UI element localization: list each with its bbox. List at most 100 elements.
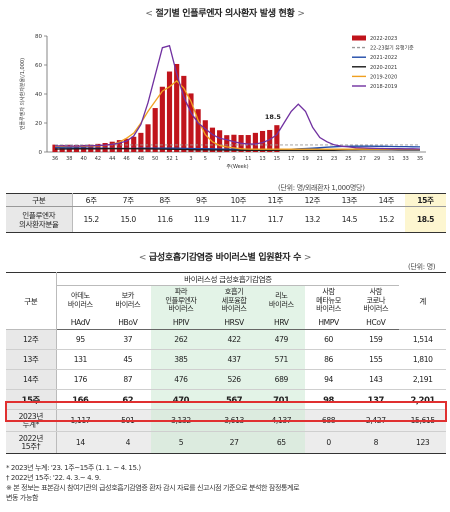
x-tick-label: 40 bbox=[80, 156, 86, 162]
table-row: 12주 95 37 262 422 479 60 159 1,514 bbox=[6, 329, 446, 350]
table-cell: 476 bbox=[151, 369, 211, 390]
rate-value: 18.5 bbox=[404, 206, 446, 233]
table-cell: 137 bbox=[352, 389, 400, 410]
table-cell: 27 bbox=[210, 431, 258, 454]
x-tick-label: 7 bbox=[218, 156, 221, 162]
x-tick-label: 48 bbox=[138, 156, 144, 162]
virus-name-header: 사람 코로나 바이러스 bbox=[363, 287, 389, 313]
x-tick-label: 3 bbox=[189, 156, 192, 162]
table-cell: 37 bbox=[104, 329, 152, 350]
rate-header-week: 13주 bbox=[330, 193, 368, 207]
virus-code-header: HBoV bbox=[104, 315, 152, 330]
x-tick-label: 5 bbox=[204, 156, 207, 162]
y-tick-label: 80 bbox=[35, 34, 42, 40]
bar-2022-2023 bbox=[188, 93, 194, 152]
x-tick-label: 19 bbox=[302, 156, 308, 162]
rate-value: 15.2 bbox=[367, 206, 405, 233]
table-row: 13주 131 45 385 437 571 86 155 1,810 bbox=[6, 349, 446, 370]
footnote-line: * 2023년 누계: '23. 1주~15주 (1. 1. ~ 4. 15.) bbox=[6, 464, 141, 472]
virus-name-header: 보카 바이러스 bbox=[115, 291, 141, 309]
x-tick-label: 52 bbox=[166, 156, 172, 162]
table-cell: 87 bbox=[104, 369, 152, 390]
table-cell: 45 bbox=[104, 349, 152, 370]
bar-2022-2023 bbox=[123, 138, 130, 152]
table-cell: 62 bbox=[104, 389, 152, 410]
virus-table-group: 바이러스성 급성호흡기감염증 bbox=[56, 272, 400, 286]
bar-2022-2023 bbox=[181, 75, 187, 152]
rate-header-gubun: 구분 bbox=[6, 193, 73, 207]
bar-2022-2023 bbox=[231, 134, 237, 152]
rate-header-week: 11주 bbox=[256, 193, 294, 207]
x-tick-label: 9 bbox=[232, 156, 235, 162]
rate-header-week: 12주 bbox=[293, 193, 331, 207]
bar-2022-2023 bbox=[224, 135, 230, 152]
series-line-2020-2021 bbox=[54, 148, 420, 152]
table-cell: 95 bbox=[56, 329, 105, 350]
row-label: 15주 bbox=[6, 389, 57, 410]
legend-swatch bbox=[352, 35, 366, 41]
rate-table: 구분 6주 7주 8주 9주 10주 11주 12주 13주 14주 15주 인플루엔자 의사환자분… bbox=[6, 193, 446, 233]
virus-code-header: HPIV bbox=[151, 315, 211, 330]
rate-header-week: 6주 bbox=[72, 193, 110, 207]
bar-2022-2023 bbox=[267, 129, 273, 152]
footnote-line: † 2022년 15주: '22. 4. 3.~ 4. 9. bbox=[6, 474, 101, 482]
virus-table: 구분 바이러스성 급성호흡기감염증 계 아데노 바이러스 보카 바이러스 파라 인플… bbox=[6, 272, 446, 454]
rate-header-week: 8주 bbox=[146, 193, 184, 207]
series-line-2018-2019 bbox=[55, 44, 421, 150]
table-cell: 385 bbox=[151, 349, 211, 370]
chart-svg: 0 20 40 60 80 인플루엔자 의사환자분율(/1,000) 36 38 40 42 44 4… bbox=[19, 34, 426, 170]
y-tick-label: 60 bbox=[35, 63, 42, 69]
table-cell: 701 bbox=[257, 389, 305, 410]
rate-header-week: 15주 bbox=[404, 193, 446, 207]
table-cell: 123 bbox=[399, 431, 446, 454]
virus-name-header: 호흡기 세포융합 바이러스 bbox=[210, 285, 258, 316]
x-tick-label: 1 bbox=[175, 156, 178, 162]
x-tick-label: 17 bbox=[288, 156, 294, 162]
table-row: 2022년 15주† 14 4 5 27 65 0 8 123 bbox=[6, 431, 446, 454]
virus-code-header: HMPV bbox=[304, 315, 353, 330]
table-cell: 143 bbox=[352, 369, 400, 390]
rate-value: 11.7 bbox=[256, 206, 294, 233]
bar-2022-2023 bbox=[138, 132, 144, 152]
bar-2022-2023 bbox=[52, 144, 58, 152]
rate-table-unit: (단위: 명/외래환자 1,000명당) bbox=[278, 184, 365, 192]
table-cell: 437 bbox=[210, 349, 258, 370]
bar-2022-2023 bbox=[166, 71, 173, 152]
x-tick-label: 42 bbox=[95, 156, 101, 162]
row-label: 12주 bbox=[6, 329, 57, 350]
table-cell: 86 bbox=[304, 349, 353, 370]
rate-value: 11.7 bbox=[219, 206, 257, 233]
y-tick-label: 20 bbox=[35, 121, 42, 127]
footnote-line: ※ 본 정보는 표본감시 참여기관의 급성호흡기감염증 환자 감시 자료를 신고… bbox=[6, 484, 300, 492]
virus-code-header: HAdV bbox=[56, 315, 105, 330]
legend-label: 2020-2021 bbox=[370, 65, 397, 71]
x-tick-label: 23 bbox=[331, 156, 337, 162]
x-tick-label: 38 bbox=[66, 156, 72, 162]
table-cell: 571 bbox=[257, 349, 305, 370]
table-cell: 470 bbox=[151, 389, 211, 410]
virus-table-gubun: 구분 bbox=[6, 272, 57, 330]
week15-highlight-box bbox=[5, 401, 447, 422]
row-label: 13주 bbox=[6, 349, 57, 370]
table-cell: 155 bbox=[352, 349, 400, 370]
table-cell: 0 bbox=[304, 431, 353, 454]
x-tick-label: 21 bbox=[317, 156, 323, 162]
table-cell: 8 bbox=[352, 431, 400, 454]
rate-header-week: 14주 bbox=[367, 193, 405, 207]
x-tick-label: 44 bbox=[109, 156, 115, 162]
x-tick-label: 33 bbox=[402, 156, 408, 162]
table-cell: 2,201 bbox=[399, 389, 446, 410]
virus-name-header: 사람 메타뉴모 바이러스 bbox=[316, 287, 341, 313]
table-cell: 479 bbox=[257, 329, 305, 350]
rate-value: 11.6 bbox=[146, 206, 184, 233]
table-row: 14주 176 87 476 526 689 94 143 2,191 bbox=[6, 369, 446, 390]
table-cell: 159 bbox=[352, 329, 400, 350]
table-cell: 2,191 bbox=[399, 369, 446, 390]
bar-2022-2023 bbox=[209, 127, 216, 152]
table-cell: 94 bbox=[304, 369, 353, 390]
rate-header-week: 9주 bbox=[183, 193, 220, 207]
x-tick-label: 13 bbox=[259, 156, 265, 162]
virus-code-header: HRV bbox=[257, 315, 305, 330]
table-cell: 4 bbox=[104, 431, 152, 454]
table-cell: 131 bbox=[56, 349, 105, 370]
